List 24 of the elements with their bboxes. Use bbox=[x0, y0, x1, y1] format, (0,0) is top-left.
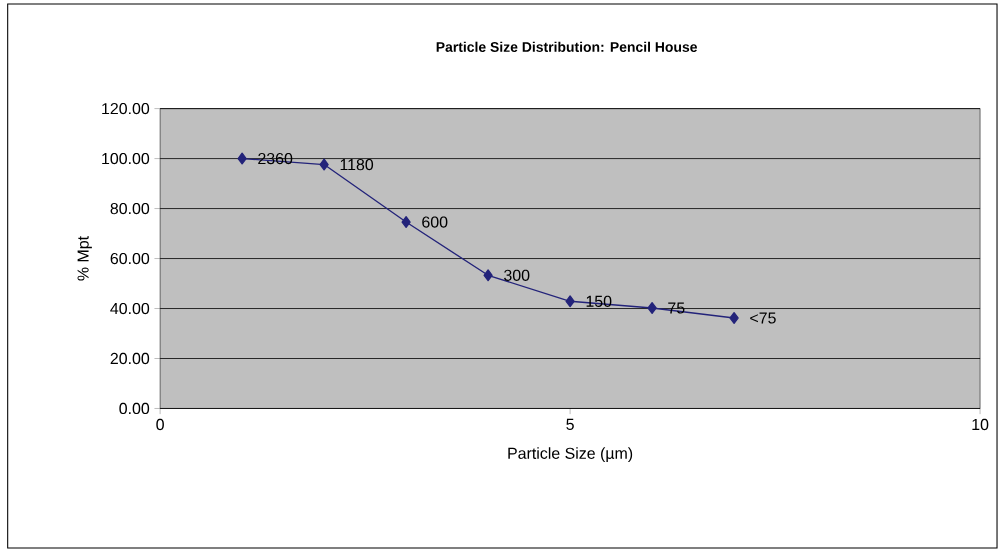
x-tick-label: 5 bbox=[566, 418, 574, 430]
point bbox=[565, 295, 575, 308]
y-tick-label: 40.00 bbox=[110, 302, 150, 315]
point bbox=[483, 269, 493, 282]
x-tick-label: 0 bbox=[156, 418, 164, 431]
chart-title: Particle Size Distribution: Pencil House bbox=[436, 41, 697, 52]
point bbox=[401, 216, 411, 229]
point bbox=[647, 302, 657, 315]
y-tick-label: 100.00 bbox=[102, 152, 150, 165]
y-tick-label: 20.00 bbox=[110, 352, 150, 365]
annotation: 600 bbox=[422, 216, 448, 228]
annotation: 1180 bbox=[340, 158, 374, 171]
y-tick-label: 60.00 bbox=[110, 252, 150, 265]
x-tick-label: 10 bbox=[972, 418, 989, 431]
point bbox=[319, 158, 329, 171]
y-tick-label: 120.00 bbox=[102, 102, 150, 115]
annotation: <75 bbox=[750, 312, 776, 324]
point bbox=[729, 312, 739, 325]
y-tick-label: 80.00 bbox=[110, 202, 150, 215]
y-axis-title: % Mpt bbox=[77, 236, 92, 281]
x-axis-title: Particle Size (µm) bbox=[508, 447, 633, 463]
y-tick-label: 0.00 bbox=[119, 402, 150, 415]
annotation: 300 bbox=[504, 269, 530, 281]
point bbox=[237, 152, 247, 165]
